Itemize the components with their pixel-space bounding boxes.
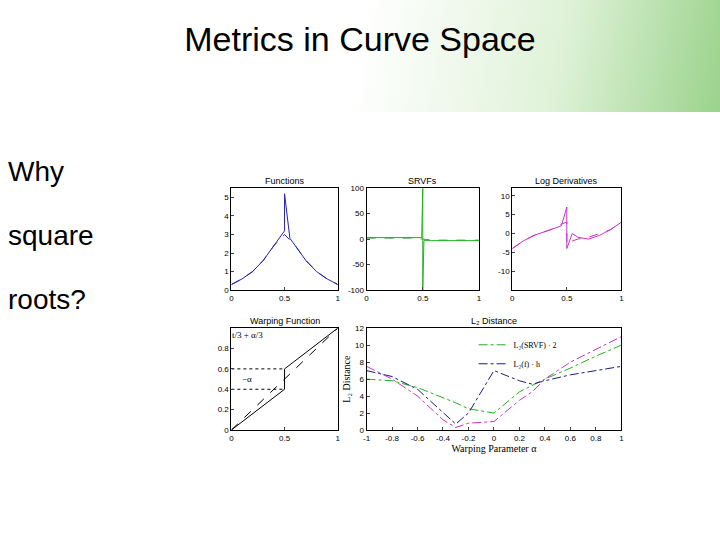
svg-text:2: 2 [359,409,364,418]
svg-text:0: 0 [224,426,229,435]
svg-text:0.8: 0.8 [218,344,230,353]
svg-text:0.5: 0.5 [279,434,291,443]
svg-text:8: 8 [359,358,364,367]
svg-text:1: 1 [336,434,341,443]
svg-text:1: 1 [224,267,229,276]
svg-text:100: 100 [351,184,365,193]
svg-text:0.4: 0.4 [539,434,551,443]
svg-text:4: 4 [359,392,364,401]
svg-text:-100: -100 [348,286,365,295]
svg-text:12: 12 [355,324,364,333]
svg-text:1: 1 [619,434,624,443]
svg-text:L₂(f) · h: L₂(f) · h [514,360,540,369]
svg-text:0.2: 0.2 [218,405,230,414]
svg-text:0.6: 0.6 [565,434,577,443]
svg-text:0: 0 [229,434,234,443]
svg-text:0: 0 [510,294,515,303]
svg-text:6: 6 [359,375,364,384]
svg-text:0: 0 [505,229,510,238]
svg-text:4: 4 [224,212,229,221]
svg-text:0.5: 0.5 [417,294,429,303]
html-text:square: square [8,220,94,251]
svg-text:-10: -10 [498,267,510,276]
html-text:Why: Why [8,156,64,187]
svg-text:-0.8: -0.8 [385,434,399,443]
svg-text:10: 10 [355,341,364,350]
svg-text:0: 0 [359,235,364,244]
svg-text:t/3 + α/3: t/3 + α/3 [232,330,263,340]
svg-text:1: 1 [477,294,482,303]
svg-text:L₂ Distance: L₂ Distance [471,316,517,326]
svg-text:-50: -50 [352,260,364,269]
svg-text:1: 1 [619,294,624,303]
svg-text:0: 0 [364,294,369,303]
svg-text:0.6: 0.6 [218,365,230,374]
svg-text:−α: −α [242,374,252,384]
svg-text:Functions: Functions [265,176,305,186]
svg-text:-0.6: -0.6 [411,434,425,443]
svg-text:Warping Function: Warping Function [250,316,320,326]
svg-text:0.2: 0.2 [514,434,526,443]
svg-text:L₂ Distance: L₂ Distance [341,355,352,403]
svg-text:-0.2: -0.2 [462,434,476,443]
svg-text:0.5: 0.5 [279,294,291,303]
svg-text:-5: -5 [503,248,511,257]
svg-text:0: 0 [492,434,497,443]
svg-text:3: 3 [224,230,229,239]
svg-text:10: 10 [501,192,510,201]
svg-text:-1: -1 [363,434,371,443]
html-text:Metrics in Curve Space: Metrics in Curve Space [184,20,536,58]
svg-text:Log Derivatives: Log Derivatives [535,176,598,186]
svg-text:SRVFs: SRVFs [408,176,437,186]
svg-text:1: 1 [336,294,341,303]
svg-text:0: 0 [229,294,234,303]
svg-text:0: 0 [224,286,229,295]
svg-text:5: 5 [224,193,229,202]
html-text:roots?: roots? [8,284,86,315]
svg-text:50: 50 [355,209,364,218]
svg-text:-0.4: -0.4 [436,434,450,443]
svg-text:L₂(SRVF) · 2: L₂(SRVF) · 2 [514,341,557,350]
svg-text:2: 2 [224,249,229,258]
svg-text:Warping Parameter α: Warping Parameter α [451,443,537,454]
svg-text:0: 0 [359,426,364,435]
svg-text:0.5: 0.5 [561,294,573,303]
svg-text:0.4: 0.4 [218,385,230,394]
svg-text:5: 5 [505,210,510,219]
svg-text:0.8: 0.8 [590,434,602,443]
